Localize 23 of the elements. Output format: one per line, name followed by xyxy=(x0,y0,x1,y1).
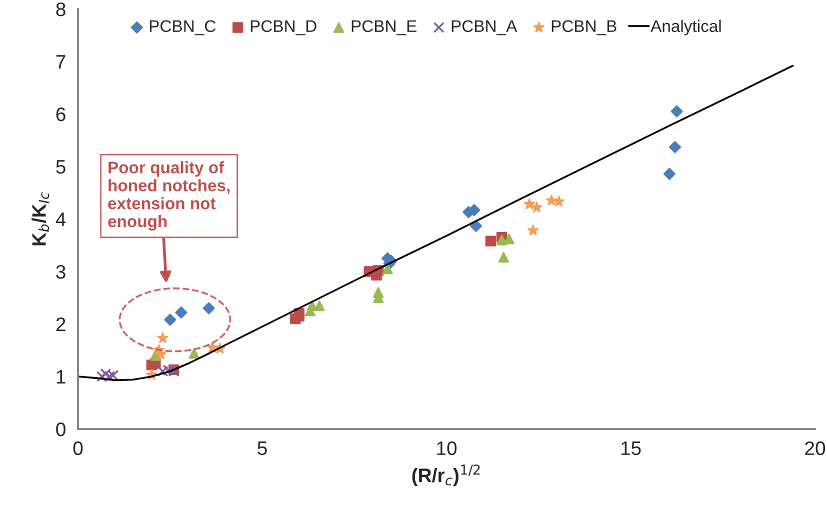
legend-label: PCBN_B xyxy=(552,20,616,36)
x-tick-label: 5 xyxy=(258,442,267,456)
y-tick-label: 3 xyxy=(56,264,66,279)
x-tick-label: 20 xyxy=(805,441,826,456)
legend-label: PCBN_D xyxy=(250,20,316,36)
x-axis-title: (R/r$_{c}$)$^{1/2}$ xyxy=(412,464,480,486)
y-tick-label: 5 xyxy=(56,160,66,174)
y-tick-label: 0 xyxy=(56,422,66,436)
x-tick-label: 10 xyxy=(437,441,457,456)
legend-label: Analytical xyxy=(650,20,721,36)
legend-label: PCBN_C xyxy=(150,20,216,36)
y-tick-label: 7 xyxy=(56,55,66,69)
y-tick-label: 4 xyxy=(56,212,66,226)
y-tick-label: 8 xyxy=(56,2,66,16)
y-tick-label: 1 xyxy=(56,370,66,384)
legend-label: PCBN_A xyxy=(452,20,518,36)
annotation: Poor quality of honed notches, extension not enough xyxy=(108,161,230,231)
y-axis-title: K$_{b}$/K$_{Ic}$ xyxy=(32,192,50,246)
y-tick-label: 6 xyxy=(56,107,66,122)
legend-label: PCBN_E xyxy=(352,20,416,36)
y-tick-label: 2 xyxy=(56,317,66,332)
x-tick-label: 15 xyxy=(621,442,641,456)
x-tick-label: 0 xyxy=(73,441,83,456)
